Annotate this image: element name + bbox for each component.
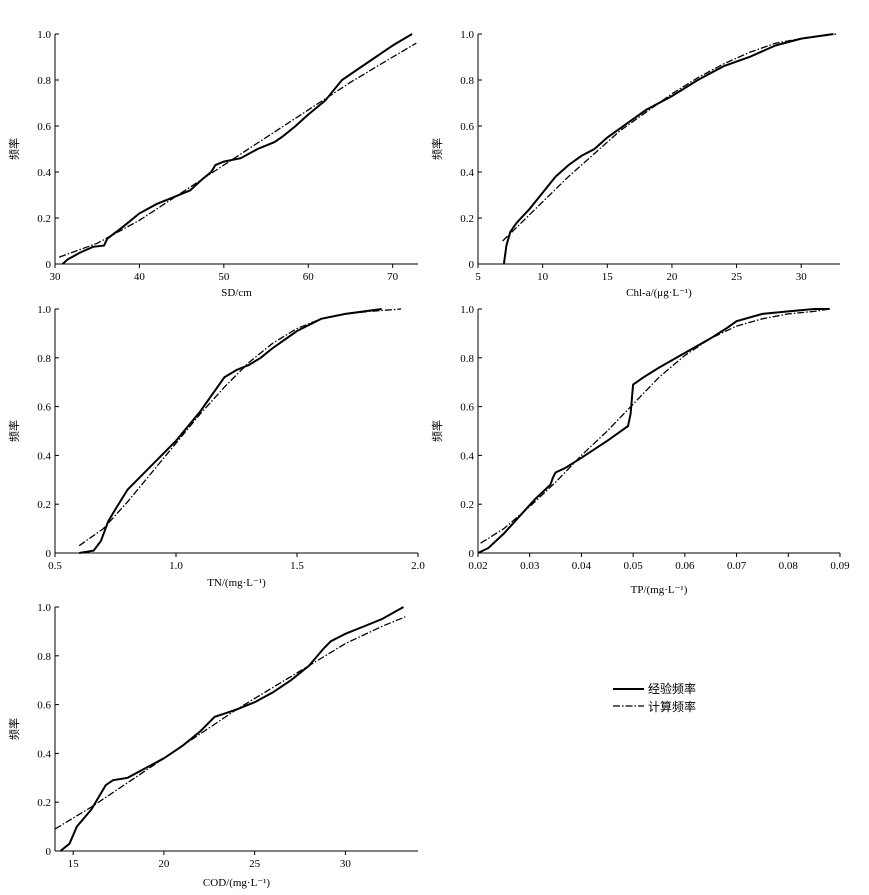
x-tick-label-sd: 40 <box>134 271 146 283</box>
y-tick-label-chla: 0.6 <box>460 121 474 133</box>
x-tick-label-tp: 0.07 <box>727 560 747 572</box>
x-tick-label-tp: 0.09 <box>830 560 850 572</box>
x-tick-label-tp: 0.02 <box>468 560 487 572</box>
empirical-line-sd <box>61 33 413 265</box>
x-tick-label-chla: 20 <box>666 271 678 283</box>
x-tick-label-tp: 0.04 <box>572 560 592 572</box>
x-tick-label-cod: 20 <box>158 858 170 870</box>
y-tick-label-sd: 0.4 <box>37 167 51 179</box>
x-axis-title-sd: SD/cm <box>221 287 252 299</box>
legend-label-computed: 计算频率 <box>648 699 696 714</box>
x-axis-title-tn: TN/(mg·L⁻¹) <box>207 577 266 589</box>
y-tick-label-cod: 0 <box>46 846 52 858</box>
computed-line-sd <box>58 42 417 258</box>
y-tick-label-chla: 0.4 <box>460 167 474 179</box>
y-tick-label-chla: 0.2 <box>460 213 474 225</box>
x-axis-title-cod: COD/(mg·L⁻¹) <box>203 877 270 889</box>
x-tick-label-sd: 60 <box>303 271 315 283</box>
x-tick-label-sd: 30 <box>50 271 62 283</box>
x-tick-label-cod: 15 <box>68 858 80 870</box>
y-tick-label-cod: 0.8 <box>37 651 51 663</box>
x-axis-title-chla: Chl-a/(μg·L⁻¹) <box>626 287 692 299</box>
y-tick-label-cod: 0.4 <box>37 748 51 760</box>
y-tick-label-chla: 1.0 <box>460 29 474 41</box>
y-tick-label-sd: 1.0 <box>37 29 51 41</box>
y-tick-label-tn: 0.4 <box>37 450 51 462</box>
x-tick-label-sd: 70 <box>387 271 399 283</box>
y-tick-label-sd: 0.8 <box>37 75 51 87</box>
panel-sd: 0 0.2 0.4 0.6 0.8 1.0 30 40 50 60 70 SD/cm 频率 <box>7 29 418 299</box>
empirical-line-cod <box>59 606 404 852</box>
y-tick-label-tp: 0.8 <box>460 353 474 365</box>
y-tick-label-tn: 0.8 <box>37 353 51 365</box>
empirical-line-tp <box>477 308 830 554</box>
x-tick-label-chla: 5 <box>475 271 481 283</box>
y-tick-label-tp: 0.6 <box>460 402 474 414</box>
computed-line-tn <box>78 308 402 547</box>
computed-line-chla <box>502 33 837 242</box>
y-tick-label-tn: 0.2 <box>37 499 51 511</box>
panel-tn: 0 0.2 0.4 0.6 0.8 1.0 0.5 1.0 1.5 2.0 TN/(mg·L⁻¹) 频… <box>7 304 425 589</box>
legend-label-empirical: 经验频率 <box>648 681 696 696</box>
x-tick-label-sd: 50 <box>218 271 230 283</box>
y-tick-label-sd: 0 <box>46 259 52 271</box>
y-axis-title-tp: 频率 <box>430 420 444 442</box>
chart-legend: 经验频率 计算频率 <box>613 681 696 714</box>
x-tick-label-tn: 1.0 <box>169 560 183 572</box>
y-tick-label-cod: 1.0 <box>37 602 51 614</box>
x-tick-label-chla: 25 <box>731 271 743 283</box>
y-tick-label-tp: 0.2 <box>460 499 474 511</box>
y-axis-title-chla: 频率 <box>430 138 444 160</box>
empirical-line-chla <box>502 33 834 265</box>
computed-line-tp <box>480 308 830 544</box>
y-tick-label-sd: 0.2 <box>37 213 51 225</box>
y-tick-label-cod: 0.2 <box>37 797 51 809</box>
y-tick-label-sd: 0.6 <box>37 121 51 133</box>
x-tick-label-tp: 0.08 <box>779 560 799 572</box>
y-tick-label-tn: 0.6 <box>37 402 51 414</box>
y-tick-label-tn: 1.0 <box>37 304 51 316</box>
y-tick-label-tp: 0.4 <box>460 450 474 462</box>
y-axis-title-cod: 频率 <box>7 718 21 740</box>
x-tick-label-chla: 15 <box>602 271 614 283</box>
x-tick-label-tp: 0.03 <box>520 560 540 572</box>
panel-cod: 0 0.2 0.4 0.6 0.8 1.0 15 20 25 30 COD/(mg·L⁻¹) 频率 <box>7 602 418 889</box>
y-tick-label-chla: 0 <box>469 259 475 271</box>
y-tick-label-tp: 1.0 <box>460 304 474 316</box>
y-tick-label-chla: 0.8 <box>460 75 474 87</box>
computed-line-cod <box>54 616 406 830</box>
x-tick-label-tn: 2.0 <box>411 560 425 572</box>
x-tick-label-chla: 10 <box>537 271 549 283</box>
x-tick-label-tp: 0.05 <box>624 560 644 572</box>
y-axis-title-tn: 频率 <box>7 420 21 442</box>
y-tick-label-cod: 0.6 <box>37 700 51 712</box>
y-tick-label-tp: 0 <box>469 548 475 560</box>
panel-chla: 0 0.2 0.4 0.6 0.8 1.0 5 10 15 20 25 30 Chl-a/(μg·L⁻¹… <box>430 29 840 299</box>
empirical-line-tn <box>79 308 382 554</box>
x-axis-title-tp: TP/(mg·L⁻¹) <box>631 584 688 596</box>
chart-panels: 00.20.40.60.81.030 40 50 60 70SD/cm频率00.20.4… <box>7 29 850 889</box>
y-axis-title-sd: 频率 <box>7 138 21 160</box>
x-tick-label-chla: 30 <box>796 271 808 283</box>
x-tick-label-tn: 1.5 <box>290 560 304 572</box>
x-tick-label-cod: 25 <box>249 858 261 870</box>
x-tick-label-tp: 0.06 <box>675 560 695 572</box>
panel-tp: 0 0.2 0.4 0.6 0.8 1.0 0.02 0.03 0.04 0.05 0.06 0.07… <box>430 304 850 596</box>
y-tick-label-tn: 0 <box>46 548 52 560</box>
x-tick-label-tn: 0.5 <box>48 560 62 572</box>
x-tick-label-cod: 30 <box>340 858 352 870</box>
